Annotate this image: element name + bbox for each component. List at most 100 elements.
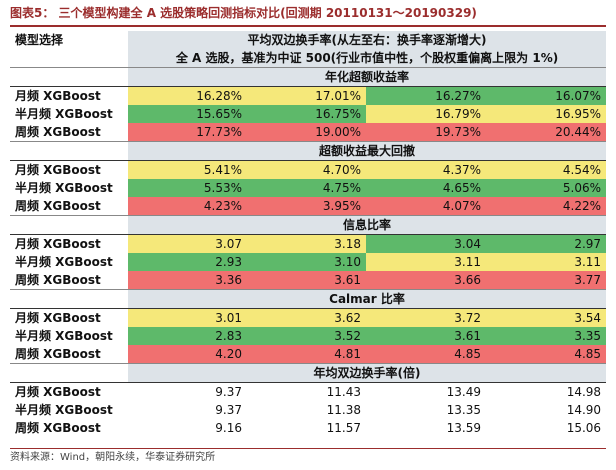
- table-row: 周频 XGBoost 4.23% 3.95% 4.07% 4.22%: [10, 197, 607, 216]
- metric-cell: 2.83: [128, 327, 247, 345]
- metric-cell: 4.20: [128, 345, 247, 364]
- metric-cell: 15.65%: [128, 105, 247, 123]
- title-rule: [10, 25, 606, 27]
- metric-cell: 14.90: [486, 401, 607, 419]
- table-row: 半月频 XGBoost 9.37 11.38 13.35 14.90: [10, 401, 607, 419]
- metric-cell: 3.36: [128, 271, 247, 290]
- section-label: 超额收益最大回撤: [128, 141, 607, 161]
- section-label: Calmar 比率: [128, 289, 607, 309]
- metric-cell: 13.49: [366, 382, 486, 401]
- metric-cell: 9.37: [128, 382, 247, 401]
- metric-cell: 11.38: [247, 401, 366, 419]
- metric-cell: 4.23%: [128, 197, 247, 216]
- metric-cell: 3.11: [366, 253, 486, 271]
- table-row: 月频 XGBoost 9.37 11.43 13.49 14.98: [10, 382, 607, 401]
- metric-cell: 5.41%: [128, 160, 247, 179]
- table-row: 月频 XGBoost 3.01 3.62 3.72 3.54: [10, 308, 607, 327]
- metric-cell: 4.22%: [486, 197, 607, 216]
- header-row: 模型选择 平均双边换手率(从左至右：换手率逐渐增大): [10, 31, 607, 49]
- section-header-row: 年化超额收益率: [10, 67, 607, 87]
- table-row: 月频 XGBoost 5.41% 4.70% 4.37% 4.54%: [10, 160, 607, 179]
- metric-cell: 3.18: [247, 234, 366, 253]
- metric-cell: 19.00%: [247, 123, 366, 142]
- model-name: 月频 XGBoost: [10, 308, 128, 327]
- metric-cell: 3.61: [247, 271, 366, 290]
- metric-cell: 11.57: [247, 419, 366, 437]
- source-note: 资料来源：Wind，朝阳永续，华泰证券研究所: [10, 452, 216, 463]
- model-name: 周频 XGBoost: [15, 347, 101, 361]
- metric-cell: 13.35: [366, 401, 486, 419]
- metric-cell: 4.85: [486, 345, 607, 364]
- metric-cell: 4.54%: [486, 160, 607, 179]
- metric-cell: 3.61: [366, 327, 486, 345]
- model-name: 周频 XGBoost: [15, 125, 101, 139]
- metric-cell: 3.72: [366, 308, 486, 327]
- model-name: 月频 XGBoost: [10, 234, 128, 253]
- metric-cell: 11.43: [247, 382, 366, 401]
- metric-cell: 4.81: [247, 345, 366, 364]
- metric-cell: 13.59: [366, 419, 486, 437]
- table-row: 周频 XGBoost 9.16 11.57 13.59 15.06: [10, 419, 607, 437]
- metric-cell: 3.10: [247, 253, 366, 271]
- turnover-column-header: 平均双边换手率(从左至右：换手率逐渐增大): [128, 31, 607, 49]
- section-label: 年均双边换手率(倍): [128, 363, 607, 383]
- metric-cell: 15.06: [486, 419, 607, 437]
- table-row: 月频 XGBoost 16.28% 17.01% 16.27% 16.07%: [10, 86, 607, 105]
- table-row: 周频 XGBoost 17.73% 19.00% 19.73% 20.44%: [10, 123, 607, 142]
- metric-cell: 16.28%: [128, 86, 247, 105]
- metric-cell: 3.01: [128, 308, 247, 327]
- metric-cell: 16.07%: [486, 86, 607, 105]
- metric-cell: 4.37%: [366, 160, 486, 179]
- universe-header: 全 A 选股，基准为中证 500(行业市值中性，个股权重偏离上限为 1%): [128, 49, 607, 68]
- metric-cell: 4.85: [366, 345, 486, 364]
- metric-cell: 3.35: [486, 327, 607, 345]
- section-header-row: Calmar 比率: [10, 289, 607, 309]
- metric-cell: 3.77: [486, 271, 607, 290]
- table-row: 半月频 XGBoost 2.83 3.52 3.61 3.35: [10, 327, 607, 345]
- model-name: 半月频 XGBoost: [15, 329, 113, 343]
- model-name: 月频 XGBoost: [10, 160, 128, 179]
- table-row: 半月频 XGBoost 15.65% 16.75% 16.79% 16.95%: [10, 105, 607, 123]
- bottom-rule: [10, 448, 606, 449]
- model-column-header: 模型选择: [15, 33, 64, 47]
- metric-cell: 3.54: [486, 308, 607, 327]
- table-row: 半月频 XGBoost 2.93 3.10 3.11 3.11: [10, 253, 607, 271]
- metric-cell: 17.01%: [247, 86, 366, 105]
- metric-cell: 4.75%: [247, 179, 366, 197]
- metric-cell: 16.95%: [486, 105, 607, 123]
- section-label: 信息比率: [128, 215, 607, 235]
- metric-cell: 17.73%: [128, 123, 247, 142]
- metric-cell: 4.65%: [366, 179, 486, 197]
- metric-cell: 3.66: [366, 271, 486, 290]
- table-row: 周频 XGBoost 3.36 3.61 3.66 3.77: [10, 271, 607, 290]
- model-name: 半月频 XGBoost: [15, 255, 113, 269]
- table-row: 半月频 XGBoost 5.53% 4.75% 4.65% 5.06%: [10, 179, 607, 197]
- metric-cell: 3.52: [247, 327, 366, 345]
- model-name: 半月频 XGBoost: [15, 107, 113, 121]
- figure-title: 图表5： 三个模型构建全 A 选股策略回测指标对比(回测期 20110131～2…: [10, 6, 477, 20]
- model-name: 月频 XGBoost: [10, 382, 128, 401]
- table-row: 月频 XGBoost 3.07 3.18 3.04 2.97: [10, 234, 607, 253]
- section-header-row: 超额收益最大回撤: [10, 141, 607, 161]
- table-row: 周频 XGBoost 4.20 4.81 4.85 4.85: [10, 345, 607, 364]
- metric-cell: 9.16: [128, 419, 247, 437]
- model-name: 周频 XGBoost: [15, 273, 101, 287]
- section-header-row: 年均双边换手率(倍): [10, 363, 607, 383]
- metric-cell: 5.06%: [486, 179, 607, 197]
- model-name: 周频 XGBoost: [15, 199, 101, 213]
- universe-row: 全 A 选股，基准为中证 500(行业市值中性，个股权重偏离上限为 1%): [10, 49, 607, 68]
- model-name: 周频 XGBoost: [15, 421, 101, 435]
- metric-cell: 3.62: [247, 308, 366, 327]
- metric-cell: 3.11: [486, 253, 607, 271]
- metric-cell: 16.75%: [247, 105, 366, 123]
- metric-cell: 20.44%: [486, 123, 607, 142]
- metric-cell: 4.70%: [247, 160, 366, 179]
- section-header-row: 信息比率: [10, 215, 607, 235]
- metric-cell: 19.73%: [366, 123, 486, 142]
- metric-cell: 14.98: [486, 382, 607, 401]
- metric-cell: 16.79%: [366, 105, 486, 123]
- metric-cell: 3.04: [366, 234, 486, 253]
- model-name: 半月频 XGBoost: [15, 181, 113, 195]
- section-label: 年化超额收益率: [128, 67, 607, 87]
- metric-cell: 2.93: [128, 253, 247, 271]
